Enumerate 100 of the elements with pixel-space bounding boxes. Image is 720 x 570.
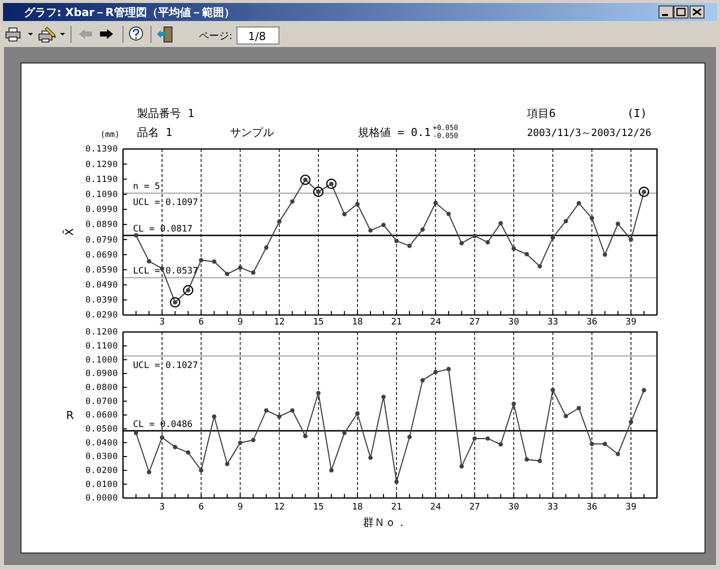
y-axis-title: R bbox=[66, 409, 74, 422]
point bbox=[472, 436, 477, 441]
y-tick-label: 0.0200 bbox=[85, 466, 118, 476]
point bbox=[264, 408, 268, 413]
point bbox=[134, 430, 138, 436]
point bbox=[602, 252, 608, 257]
point bbox=[538, 264, 542, 268]
y-tick-label: 0.1100 bbox=[85, 342, 118, 352]
y-tick-label: 0.0890 bbox=[85, 220, 118, 230]
point bbox=[225, 462, 230, 466]
point bbox=[394, 480, 399, 484]
point bbox=[602, 442, 608, 446]
x-tick-label: 9 bbox=[238, 317, 243, 328]
y-tick-label: 0.0900 bbox=[85, 369, 118, 380]
text: 品名 1 bbox=[137, 126, 172, 139]
point bbox=[355, 202, 360, 206]
x-tick-label: 21 bbox=[391, 502, 402, 512]
point bbox=[576, 406, 582, 410]
point bbox=[313, 186, 324, 198]
y-tick-label: 0.0290 bbox=[85, 310, 118, 321]
point bbox=[459, 464, 464, 468]
point bbox=[420, 227, 425, 232]
point bbox=[170, 297, 180, 308]
point bbox=[564, 218, 568, 224]
x-tick-label: 12 bbox=[274, 502, 285, 512]
point bbox=[590, 442, 594, 446]
point bbox=[355, 411, 360, 416]
point bbox=[212, 414, 216, 419]
y-tick-label: 0.0690 bbox=[85, 250, 118, 260]
x-tick-label: 39 bbox=[626, 502, 636, 512]
text: (mm) bbox=[100, 130, 120, 139]
x-tick-label: 36 bbox=[586, 317, 598, 328]
x-tick-label: 24 bbox=[430, 502, 442, 512]
point bbox=[198, 258, 204, 262]
point bbox=[433, 370, 438, 374]
y-tick-label: 0.0700 bbox=[85, 396, 118, 407]
chart-title: グラフ: Xbar－R管理図（平均値－範囲） bbox=[24, 6, 235, 19]
point bbox=[225, 272, 230, 276]
ref-line-label: UCL = 0.1097 bbox=[133, 198, 198, 208]
point bbox=[538, 458, 542, 464]
y-tick-label: 0.0300 bbox=[85, 452, 118, 462]
y-tick-label: 0.0390 bbox=[85, 296, 118, 306]
x-tick-label: 21 bbox=[391, 317, 402, 328]
text: 製品番号 1 bbox=[137, 107, 194, 120]
point bbox=[628, 237, 634, 242]
point bbox=[186, 450, 190, 455]
x-tick-label: 36 bbox=[586, 502, 598, 512]
y-tick-label: 0.0990 bbox=[85, 205, 118, 216]
y-tick-label: 0.1000 bbox=[85, 355, 118, 366]
point bbox=[616, 222, 620, 226]
x-tick-label: 39 bbox=[626, 317, 636, 328]
y-tick-label: 0.0500 bbox=[85, 424, 118, 435]
y-tick-label: 0.0400 bbox=[85, 438, 118, 448]
point bbox=[329, 468, 334, 473]
point bbox=[642, 388, 646, 392]
x-tick-label: 33 bbox=[547, 317, 558, 328]
y-tick-label: 0.0600 bbox=[85, 410, 118, 421]
point bbox=[524, 457, 529, 462]
point bbox=[251, 270, 256, 275]
point bbox=[264, 245, 268, 250]
x-tick-label: 12 bbox=[274, 317, 285, 328]
text: 項目6 bbox=[527, 107, 556, 120]
y-tick-label: 0.1090 bbox=[85, 190, 118, 200]
point bbox=[564, 414, 568, 418]
point bbox=[486, 436, 490, 441]
y-tick-label: 0.0000 bbox=[85, 494, 118, 504]
point bbox=[498, 221, 503, 226]
point bbox=[316, 390, 321, 396]
point bbox=[590, 216, 594, 220]
point bbox=[290, 199, 294, 204]
point bbox=[290, 408, 294, 413]
x-tick-label: 3 bbox=[159, 502, 165, 512]
point bbox=[512, 246, 516, 251]
point bbox=[550, 388, 555, 392]
point bbox=[486, 240, 490, 244]
text: 2003/11/3～2003/12/26 bbox=[527, 128, 652, 139]
point bbox=[212, 259, 216, 264]
x-tick-label: 15 bbox=[312, 502, 324, 512]
point bbox=[368, 228, 373, 233]
point bbox=[238, 440, 242, 445]
point bbox=[303, 434, 308, 438]
point bbox=[381, 394, 386, 400]
point bbox=[381, 222, 386, 228]
y-tick-label: 0.0790 bbox=[85, 235, 118, 246]
x-tick-label: 9 bbox=[238, 502, 243, 512]
point bbox=[628, 420, 634, 424]
x-axis-title: 群Ｎｏ． bbox=[363, 516, 407, 529]
x-tick-label: 15 bbox=[312, 317, 324, 328]
point bbox=[394, 238, 399, 244]
x-tick-label: 18 bbox=[352, 502, 363, 512]
x-tick-label: 27 bbox=[469, 502, 480, 512]
point bbox=[251, 438, 256, 442]
point bbox=[550, 235, 555, 240]
point bbox=[146, 470, 152, 474]
point bbox=[277, 219, 282, 224]
x-tick-label: 18 bbox=[352, 317, 363, 328]
text: ページ: bbox=[199, 31, 232, 42]
point bbox=[616, 452, 620, 456]
y-tick-label: 0.0800 bbox=[85, 383, 118, 394]
y-tick-label: 0.0590 bbox=[85, 265, 118, 276]
